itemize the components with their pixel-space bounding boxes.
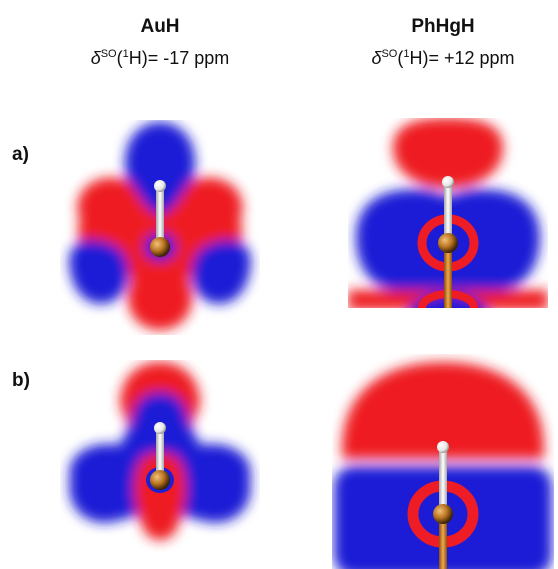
hydrogen-atom: [442, 176, 454, 188]
bond-lower: [439, 514, 447, 569]
positive-lobe-top: [393, 118, 503, 188]
shift-label: δSO(1H)= -17 ppm: [90, 48, 230, 68]
bond: [444, 182, 452, 242]
negative-lobe-right: [191, 239, 251, 304]
positive-lower: [133, 452, 187, 540]
bond: [439, 449, 447, 513]
positive-lobe-top: [342, 362, 544, 459]
panel-a-phhgh: [348, 118, 548, 308]
mercury-atom: [433, 504, 453, 524]
shift-label: δSO(1H)= +12 ppm: [371, 48, 515, 68]
panel-b-phhgh: [334, 362, 552, 569]
shift-value: -17 ppm: [163, 48, 230, 68]
panel-a-auh: [69, 122, 251, 330]
column-title: AuH: [140, 16, 180, 37]
mercury-atom: [438, 233, 458, 253]
column-title: PhHgH: [411, 16, 475, 37]
gold-atom: [150, 237, 170, 257]
bond-lower: [444, 243, 452, 308]
column-header-phhgh: PhHgH δSO(1H)= +12 ppm: [318, 16, 558, 69]
hydrogen-atom: [154, 422, 166, 434]
bond: [156, 188, 164, 242]
gold-atom: [150, 470, 170, 490]
bond: [156, 430, 164, 478]
hydrogen-atom: [154, 180, 166, 192]
negative-lobe-top: [124, 122, 196, 215]
negative-lobe-left: [69, 239, 129, 304]
row-label-a: a): [12, 144, 29, 165]
hydrogen-atom: [437, 441, 449, 453]
row-label-b: b): [12, 370, 30, 391]
shift-value: +12 ppm: [444, 48, 515, 68]
column-header-auh: AuH δSO(1H)= -17 ppm: [35, 16, 285, 69]
panel-b-auh: [69, 362, 251, 540]
